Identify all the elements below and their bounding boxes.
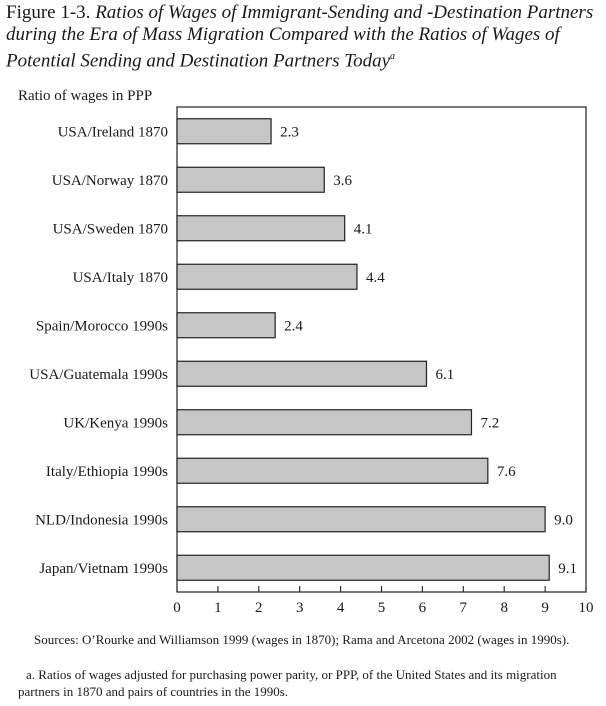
bar xyxy=(176,215,346,242)
value-label: 9.1 xyxy=(558,561,577,577)
y-axis-label: Ratio of wages in PPP xyxy=(18,88,153,104)
x-tick-label: 2 xyxy=(255,600,263,616)
value-label: 9.0 xyxy=(554,512,573,528)
footnote-a: a. Ratios of wages adjusted for purchasi… xyxy=(18,667,557,699)
bar xyxy=(176,166,325,193)
value-label: 6.1 xyxy=(435,367,454,383)
value-label: 4.1 xyxy=(354,221,373,237)
bar xyxy=(176,554,550,581)
category-label: USA/Guatemala 1990s xyxy=(29,367,168,383)
chart-title: Figure 1-3. Ratios of Wages of Immigrant… xyxy=(6,2,602,72)
value-label: 7.6 xyxy=(497,464,516,480)
category-label: USA/Ireland 1870 xyxy=(58,124,168,140)
category-label: UK/Kenya 1990s xyxy=(63,415,168,431)
sources-note: Sources: O’Rourke and Williamson 1999 (w… xyxy=(34,632,570,647)
value-label: 2.4 xyxy=(284,318,303,334)
value-label: 3.6 xyxy=(333,173,352,189)
category-label: NLD/Indonesia 1990s xyxy=(35,512,168,528)
bar xyxy=(176,506,546,533)
bar xyxy=(176,409,473,436)
bar xyxy=(176,263,358,290)
value-label: 2.3 xyxy=(280,124,299,140)
title-footnote-marker: a xyxy=(390,51,396,62)
value-label: 7.2 xyxy=(480,415,499,431)
x-tick-label: 9 xyxy=(541,600,549,616)
value-label: 4.4 xyxy=(366,270,385,286)
category-label: USA/Italy 1870 xyxy=(73,270,168,286)
bar xyxy=(176,360,428,387)
category-label: USA/Norway 1870 xyxy=(52,173,168,189)
x-tick-label: 6 xyxy=(419,600,427,616)
x-tick-label: 5 xyxy=(378,600,386,616)
category-label: Italy/Ethiopia 1990s xyxy=(46,464,168,480)
x-tick-label: 1 xyxy=(214,600,222,616)
category-label: Japan/Vietnam 1990s xyxy=(39,561,168,577)
x-tick-label: 7 xyxy=(460,600,468,616)
x-tick-label: 3 xyxy=(296,600,304,616)
x-tick-label: 4 xyxy=(337,600,345,616)
x-tick-label: 8 xyxy=(500,600,508,616)
bar xyxy=(176,118,272,145)
figure-label: Figure 1-3. xyxy=(6,2,91,23)
category-label: USA/Sweden 1870 xyxy=(53,221,168,237)
x-tick-label: 10 xyxy=(579,600,594,616)
bar xyxy=(176,457,489,484)
x-tick-label: 0 xyxy=(173,600,181,616)
bar xyxy=(176,312,276,339)
category-label: Spain/Morocco 1990s xyxy=(36,318,168,334)
title-text: Ratios of Wages of Immigrant-Sending and… xyxy=(6,2,594,72)
